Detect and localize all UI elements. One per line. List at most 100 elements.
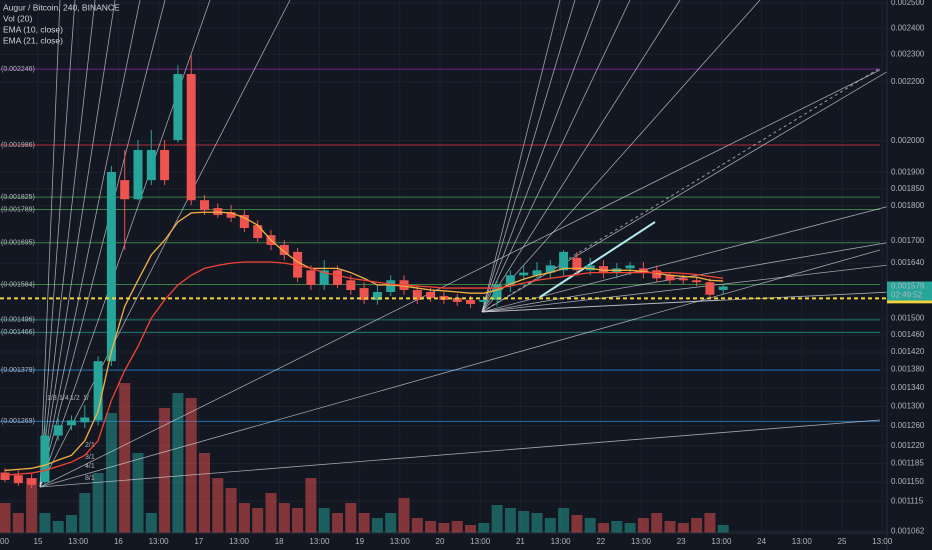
candle-body [386,280,396,292]
fan-line [481,0,681,313]
x-tick-label: 24 [757,537,766,546]
volume-bar [318,508,330,533]
candle-body [253,225,263,239]
fan-label: 3/1 [85,454,95,461]
y-tick-label: 0.001300 [891,402,925,411]
countdown: 02:49:52 [891,291,923,300]
volume-bar [571,515,583,533]
volume-bar [558,508,570,533]
candle-body [692,280,702,283]
x-tick-label: 18 [275,537,284,546]
y-tick-label: 0.002400 [891,23,925,32]
fan-line [39,0,141,488]
volume-bar [691,518,703,533]
volume-bar [52,521,64,533]
y-tick-label: 0.002500 [891,0,925,7]
last-price-tag [887,281,932,301]
candle-body [173,74,183,141]
volume-bar [677,523,689,533]
fib-label: (0.001695) [1,240,35,247]
fan-line [39,419,881,488]
volume-bar [332,513,343,533]
fan-line [481,194,932,313]
x-tick-label: 13:00 [631,537,652,546]
volume-bar [398,498,410,533]
candle-body [532,270,542,276]
candle-body [625,265,635,269]
y-tick-label: 0.001220 [891,441,925,450]
x-tick-label: 13:00 [229,537,250,546]
fan-label: 8/1 [85,475,95,482]
x-tick-label: 25 [838,537,847,546]
candle-body [40,435,50,483]
y-tick-label: 0.001800 [891,201,925,210]
last-price-label: 0.001579 [891,282,925,291]
x-tick-label: 13:00 [149,537,170,546]
volume-bar [212,478,224,533]
volume-bar [105,413,117,533]
volume-bar [12,513,24,533]
gann-fans: 1/8 1/4 1/2 1/2/1 3/1 4/1 8/1 [39,0,932,488]
fan-label: 1/8 [47,395,57,402]
volume-bar [704,513,716,533]
candle-body [80,417,90,423]
ema-line [4,261,724,476]
volume-bar [0,503,11,533]
candle-body [319,270,329,285]
x-tick-label: 20 [436,537,445,546]
volume-bar [518,511,530,533]
fib-label: (0.001584) [1,281,35,288]
fib-label: (0.001986) [1,142,35,149]
trend-arrow [539,221,656,298]
volume-bar [385,513,397,533]
volume-bar [611,521,623,533]
volume-bar [531,513,543,533]
y-tick-label: 0.002000 [891,136,925,145]
volume-bar [79,493,91,533]
candle-body [479,299,489,302]
volume-bar [66,515,77,533]
fan-label: 2/1 [85,442,95,449]
y-tick-label: 0.001062 [891,526,925,535]
y-tick-label: 0.001150 [891,477,924,486]
fan-label: 4/1 [85,463,95,470]
volume-bar [438,523,450,533]
candle-body [505,275,515,285]
candle-body [452,297,462,302]
volume-bar [651,513,663,533]
fan-line [39,0,166,488]
volume-bar [225,488,237,533]
y-tick-label: 0.001900 [891,167,925,176]
candle-body [346,280,356,291]
fan-line [39,69,881,488]
candle-body [665,275,675,281]
y-tick-label: 0.001340 [891,383,925,392]
volume-bar [132,453,144,533]
candle-body [226,212,236,218]
fan-line [39,0,76,488]
fan-label: 1/2 [70,395,80,402]
x-tick-label: 13:00 [711,537,732,546]
volume-bar [358,513,370,533]
volume-bar [252,508,264,533]
x-tick-label: 15 [34,537,43,546]
legend-ema: EMA (21, close) [3,35,63,45]
x-tick-label: 16 [114,537,123,546]
legend-ema: EMA (10, close) [3,24,63,34]
fan-line [481,0,601,313]
candle-body [120,180,130,200]
candle-body [426,291,436,298]
fib-label: (0.001789) [1,206,35,213]
legend: Augur / Bitcoin, 240, BINANCE Vol (20) E… [3,2,120,45]
x-tick-label: 13:00 [309,537,330,546]
volume-bar [278,503,290,533]
x-tick-label: 13:00 [390,537,411,546]
fan-line [481,0,631,313]
y-tick-label: 0.002300 [891,50,925,59]
candle-body [27,478,37,485]
candle-body [186,74,196,201]
fib-levels: (0.002246) (0.001986) (0.001825) (0.001789)… [0,66,880,425]
fib-label: (0.001496) [1,317,35,324]
candle-body [93,361,103,421]
